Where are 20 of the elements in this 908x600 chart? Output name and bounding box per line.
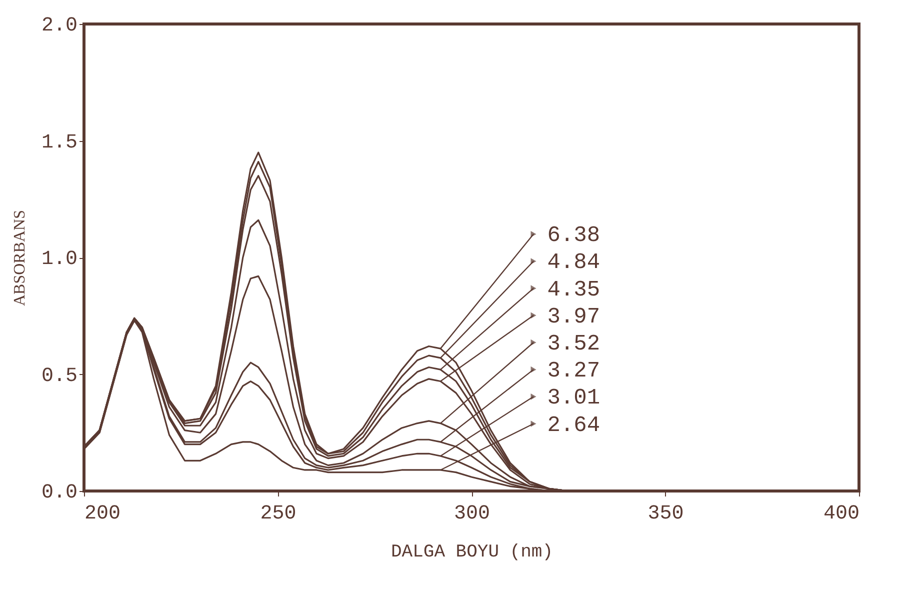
x-tick-label: 300 — [454, 502, 490, 526]
x-tick-label: 250 — [260, 502, 296, 526]
legend-label: 3.27 — [547, 358, 600, 384]
legend-label: 4.84 — [547, 250, 600, 276]
legend-label: 3.97 — [547, 304, 600, 330]
legend-label: 6.38 — [547, 223, 600, 248]
legend-label: 2.64 — [547, 412, 600, 438]
legend-label: 3.01 — [547, 386, 600, 411]
y-tick-label: 0.0 — [41, 482, 78, 504]
x-tick-label: 200 — [84, 502, 121, 526]
x-tick-label: 350 — [648, 502, 684, 526]
legend-label: 3.52 — [547, 331, 600, 356]
y-axis-title: ABSORBANS — [11, 210, 28, 306]
y-tick-label: 1.5 — [41, 131, 78, 154]
legend-label: 4.35 — [547, 277, 600, 302]
y-tick-label: 2.0 — [41, 14, 78, 38]
x-axis-title: DALGA BOYU (nm) — [390, 542, 554, 562]
y-tick-label: 0.5 — [41, 364, 78, 388]
x-tick-label: 400 — [823, 502, 860, 526]
y-tick-label: 1.0 — [41, 248, 78, 271]
